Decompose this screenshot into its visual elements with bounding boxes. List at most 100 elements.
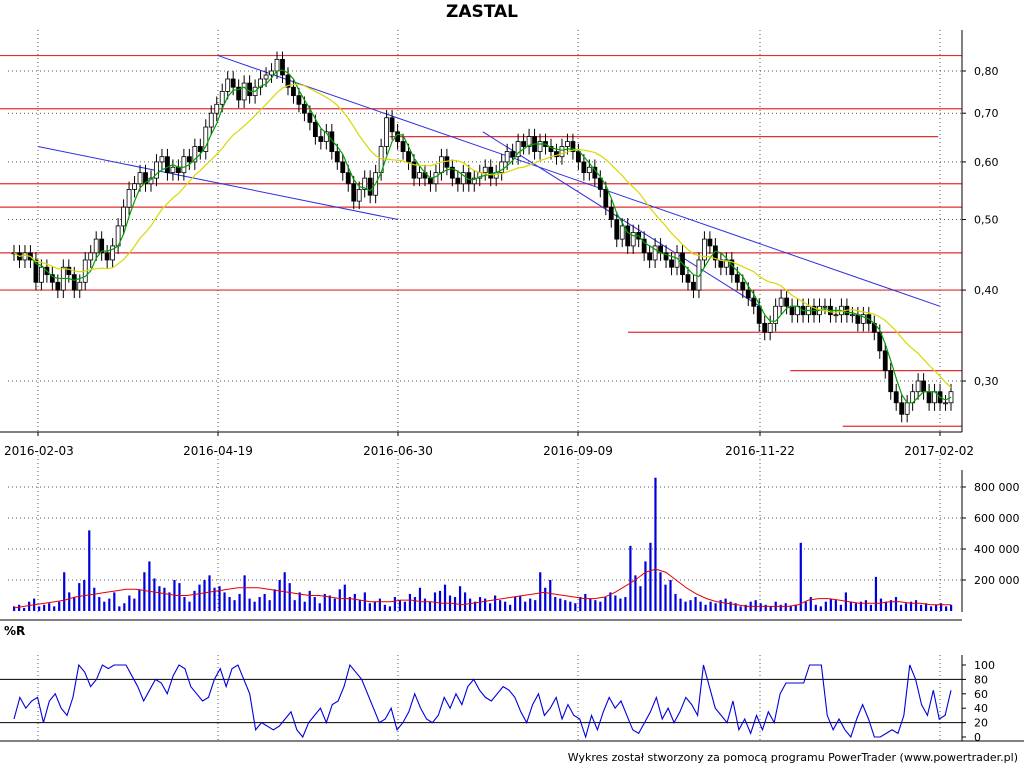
candle-body: [55, 281, 61, 291]
volume-bar: [373, 601, 376, 611]
candle-body: [132, 183, 137, 190]
volume-bar: [884, 601, 888, 611]
candle-body: [882, 350, 888, 372]
candle-body: [137, 172, 143, 185]
volume-bar: [413, 597, 417, 611]
volume-bar: [554, 597, 557, 611]
volume-bar: [744, 604, 747, 611]
volume-bar: [739, 606, 742, 611]
candle-body: [460, 172, 466, 185]
candle-body: [165, 156, 170, 174]
volume-bar: [233, 600, 236, 611]
volume-bar: [734, 603, 737, 611]
candle-body: [488, 166, 494, 179]
volume-bar: [118, 606, 121, 611]
volume-bar: [699, 601, 702, 611]
volume-bar: [934, 604, 938, 611]
volume-bar: [729, 601, 732, 611]
candle-body: [762, 322, 768, 333]
volume-bar: [654, 477, 657, 611]
volume-bar: [418, 587, 422, 611]
candle-body: [203, 126, 209, 152]
volume-bar: [103, 601, 106, 611]
volume-bar: [694, 597, 697, 611]
volume-bar: [629, 545, 632, 611]
footer-credit: Wykres został stworzony za pomocą progra…: [567, 751, 1018, 764]
volume-bar: [343, 584, 346, 611]
candle-body: [647, 252, 653, 261]
volume-bar: [388, 606, 392, 611]
volume-bar: [489, 603, 492, 611]
candle-body: [384, 117, 390, 147]
volume-bar: [458, 586, 462, 611]
wr-y-tick-label: 80: [974, 673, 988, 686]
volume-bar: [859, 601, 863, 611]
candle-body: [899, 402, 905, 415]
volume-bar: [273, 589, 276, 611]
candle-body: [66, 266, 72, 276]
volume-bar: [398, 600, 402, 611]
volume-bar: [579, 597, 582, 611]
volume-bar: [138, 589, 141, 611]
wr-line: [13, 663, 952, 739]
volume-bar: [544, 587, 547, 611]
candle-body: [685, 274, 691, 283]
volume-y-tick-label: 600 000: [974, 512, 1020, 525]
volume-bar: [43, 604, 46, 611]
volume-y-tick-label: 400 000: [974, 543, 1020, 556]
volume-bar: [288, 583, 291, 611]
volume-bar: [914, 600, 918, 611]
volume-bar: [308, 590, 311, 611]
volume-bar: [428, 601, 432, 611]
volume-bar: [769, 606, 772, 611]
volume-bar: [443, 584, 447, 611]
trend-line: [37, 146, 399, 221]
volume-bar: [879, 598, 883, 611]
volume-bar: [754, 600, 757, 611]
candle-body: [702, 238, 707, 261]
price-y-tick-label: 0,40: [974, 284, 999, 297]
volume-bar: [584, 593, 587, 611]
volume-bar: [839, 604, 842, 611]
volume-bar: [178, 583, 181, 611]
volume-bar: [824, 601, 827, 611]
candle-body: [230, 78, 236, 88]
volume-bar: [248, 598, 251, 611]
candle-body: [773, 305, 779, 324]
candle-body: [433, 172, 439, 185]
volume-y-tick-label: 800 000: [974, 481, 1020, 494]
candle-body: [904, 402, 910, 415]
candle-body: [915, 380, 921, 393]
volume-bar: [919, 604, 923, 611]
volume-bar: [53, 606, 56, 611]
volume-bar: [714, 603, 717, 611]
candle-body: [197, 146, 203, 152]
volume-bar: [338, 589, 341, 611]
volume-bar: [68, 592, 71, 611]
volume-bar: [123, 603, 126, 611]
candle-body: [751, 297, 757, 307]
volume-bar: [268, 600, 271, 611]
volume-bar: [328, 595, 331, 611]
volume-bar: [829, 598, 832, 611]
volume-bar: [799, 542, 802, 611]
volume-panel: [13, 477, 953, 611]
volume-bar: [193, 590, 196, 611]
volume-bar: [158, 586, 161, 611]
volume-bar: [93, 587, 96, 611]
price-panel: [0, 51, 962, 427]
candle-body: [274, 58, 280, 72]
candle-body: [641, 238, 647, 254]
axes: 0,30 0,40 0,50 0,60 0,70 0,80 2016-02-03 2016-0…: [0, 30, 1024, 744]
volume-bar: [889, 600, 893, 611]
candle-body: [570, 141, 576, 152]
price-y-tick-label: 0,30: [974, 375, 999, 388]
volume-y-tick-label: 200 000: [974, 574, 1020, 587]
candle-body: [241, 82, 247, 101]
candle-body: [888, 370, 894, 393]
volume-bar: [609, 592, 612, 611]
candle-body: [269, 70, 274, 76]
candle-body: [236, 86, 242, 101]
candle-body: [351, 183, 357, 202]
volume-bar: [689, 600, 692, 611]
